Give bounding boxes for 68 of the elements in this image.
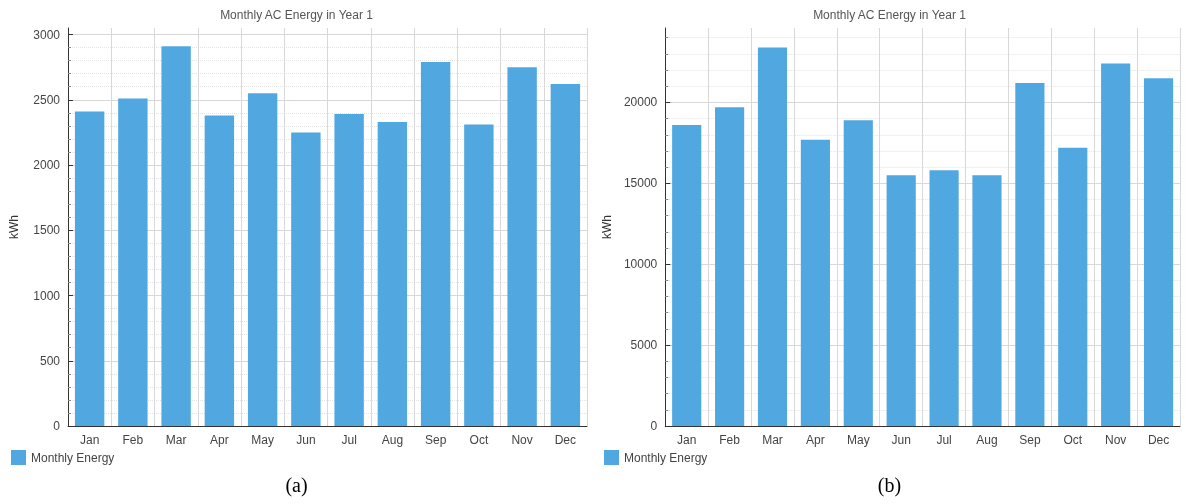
bar: [550, 84, 581, 426]
bar: [507, 67, 537, 426]
x-tick-label: Apr: [210, 433, 229, 447]
bar: [420, 61, 451, 426]
legend-label: Monthly Energy: [624, 450, 708, 465]
bar: [334, 114, 364, 426]
y-tick-label: 10000: [623, 257, 658, 272]
bar: [118, 98, 148, 426]
x-tick-label: Feb: [719, 433, 741, 447]
bar: [972, 175, 1002, 426]
legend-label: Monthly Energy: [31, 450, 115, 465]
y-axis-title: kWh: [600, 215, 614, 239]
x-tick-label: Aug: [381, 433, 404, 447]
bar: [843, 120, 873, 426]
bar: [1058, 147, 1088, 426]
y-tick-label: 15000: [623, 176, 658, 191]
x-tick-label: Sep: [424, 433, 447, 447]
x-tick-label: Mar: [762, 433, 783, 447]
bar: [377, 121, 408, 426]
x-tick-label: Jun: [891, 433, 911, 447]
x-tick-label: Jul: [341, 433, 357, 447]
bar: [204, 115, 235, 426]
x-tick-label: Sep: [1019, 433, 1041, 447]
x-tick-label: Oct: [469, 433, 489, 447]
x-tick-label: Nov: [1104, 433, 1127, 447]
x-tick-label: Jan: [677, 433, 697, 447]
bar: [929, 170, 959, 426]
y-tick-label: 2500: [33, 92, 61, 107]
y-tick-label: 500: [39, 353, 61, 368]
bar: [1143, 78, 1174, 426]
y-tick-label: 20000: [623, 95, 658, 110]
x-tick-label: Jan: [79, 433, 100, 447]
x-tick-label: Dec: [1147, 433, 1170, 447]
y-tick-label: 1000: [33, 288, 61, 303]
x-tick-label: Dec: [554, 433, 577, 447]
x-tick-label: Mar: [165, 433, 187, 447]
y-axis-title: kWh: [7, 215, 21, 239]
bar: [74, 111, 105, 426]
text: (b): [876, 474, 903, 497]
y-tick-label: 2000: [33, 158, 61, 173]
bar: [886, 175, 916, 426]
bar: [1015, 83, 1045, 426]
x-tick-label: Apr: [806, 433, 825, 447]
y-tick-label: 0: [53, 419, 61, 433]
x-tick-label: May: [846, 433, 870, 447]
y-tick-label: 0: [650, 419, 658, 433]
bar: [291, 132, 321, 426]
x-tick-label: Aug: [976, 433, 998, 447]
x-tick-label: May: [251, 433, 274, 447]
bar: [757, 47, 788, 426]
chart-title: Monthly AC Energy in Year 1: [813, 8, 967, 22]
bar: [715, 107, 745, 426]
bar: [1101, 63, 1131, 426]
y-tick-label: 5000: [630, 338, 658, 353]
x-tick-label: Jun: [296, 433, 316, 447]
x-tick-label: Jul: [936, 433, 952, 447]
y-tick-label: 3000: [33, 27, 61, 42]
x-tick-label: Nov: [511, 433, 533, 447]
chart-title: Monthly AC Energy in Year 1: [220, 8, 374, 22]
bar: [161, 46, 191, 426]
y-tick-label: 1500: [33, 223, 61, 238]
bar: [464, 124, 494, 426]
bar: [247, 93, 278, 426]
text: (a): [284, 474, 309, 497]
x-tick-label: Feb: [122, 433, 144, 447]
x-tick-label: Oct: [1063, 433, 1083, 447]
bar: [800, 139, 830, 426]
bar: [672, 125, 702, 426]
